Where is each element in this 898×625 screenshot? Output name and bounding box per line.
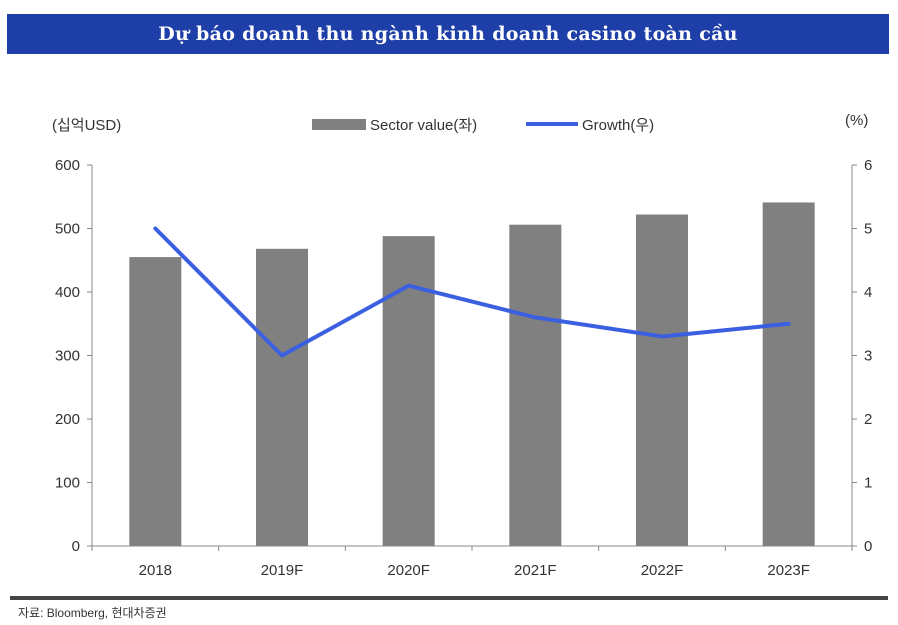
- y-tick-label-left: 400: [55, 284, 80, 301]
- y-tick-label-right: 0: [864, 538, 872, 555]
- x-tick-label: 2023F: [767, 562, 810, 579]
- y-tick-label-left: 300: [55, 348, 80, 365]
- bar-2023F: [762, 202, 815, 546]
- legend-label-growth: Growth(우): [582, 117, 654, 134]
- growth-point-2018: [153, 227, 157, 230]
- growth-point-2021F: [533, 315, 537, 319]
- y-tick-label-right: 3: [864, 348, 872, 365]
- y-tick-label-right: 2: [864, 411, 872, 428]
- y-tick-label-left: 500: [55, 221, 80, 238]
- x-tick-label: 2020F: [387, 562, 430, 579]
- bar-2020F: [382, 236, 435, 546]
- growth-point-2023F: [787, 322, 791, 326]
- y-tick-label-right: 1: [864, 475, 872, 492]
- source-note: 자료: Bloomberg, 현대차증권: [18, 606, 167, 620]
- y-axis-left-label: (십억USD): [52, 117, 121, 134]
- growth-line: [153, 226, 791, 358]
- bottom-divider: [10, 596, 888, 600]
- x-tick-label: 2021F: [514, 562, 557, 579]
- bar-2018: [129, 257, 182, 546]
- growth-point-2022F: [660, 334, 664, 338]
- chart-title-bar: Dự báo doanh thu ngành kinh doanh casino…: [7, 14, 889, 54]
- growth-point-2020F: [407, 284, 411, 288]
- y-tick-label-right: 4: [864, 284, 872, 301]
- growth-point-2019F: [280, 354, 284, 357]
- bar-2022F: [636, 214, 688, 546]
- legend-swatch-sector-value: [312, 119, 366, 130]
- chart-title: Dự báo doanh thu ngành kinh doanh casino…: [158, 23, 738, 45]
- bar-2019F: [256, 248, 308, 546]
- y-tick-label-left: 0: [72, 538, 80, 555]
- legend-label-sector-value: Sector value(좌): [370, 117, 477, 134]
- bar-2021F: [509, 224, 562, 546]
- x-tick-label: 2022F: [641, 562, 684, 579]
- y-tick-label-left: 100: [55, 475, 80, 492]
- y-tick-label-left: 600: [55, 157, 80, 174]
- y-tick-label-right: 5: [864, 221, 872, 238]
- x-tick-label: 2019F: [261, 562, 304, 579]
- y-axis-right-label: (%): [845, 112, 868, 129]
- y-tick-label-right: 6: [864, 157, 872, 174]
- x-tick-label: 2018: [139, 562, 172, 579]
- y-tick-label-left: 200: [55, 411, 80, 428]
